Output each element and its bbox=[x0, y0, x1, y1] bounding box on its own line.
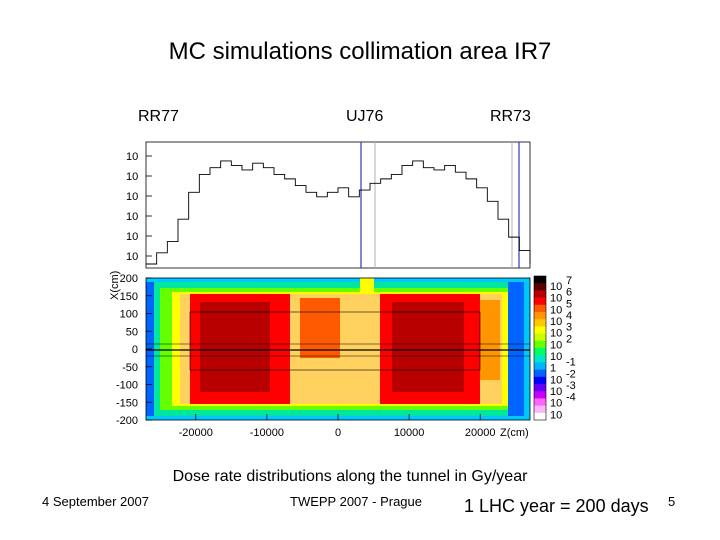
colorbar-label: 10 bbox=[550, 281, 562, 293]
colorbar-label-exponent: 3 bbox=[566, 322, 572, 334]
colorbar-label: 1 bbox=[550, 363, 556, 375]
colorbar-swatch bbox=[534, 283, 546, 291]
colorbar-swatch bbox=[534, 333, 546, 342]
profile-ytick-label: 10 bbox=[126, 211, 138, 223]
colorbar-label: 10 bbox=[550, 409, 562, 421]
heatmap-xtick-label: 20000 bbox=[465, 427, 496, 439]
colorbar-label: 10 bbox=[550, 386, 562, 398]
colorbar-swatch bbox=[534, 348, 546, 356]
colorbar-label-exponent: -4 bbox=[566, 392, 576, 404]
heatmap-top-notch bbox=[360, 278, 374, 294]
colorbar-swatch bbox=[534, 326, 546, 334]
heatmap-ytick-label: 50 bbox=[126, 326, 138, 338]
heatmap-ytick-label: 0 bbox=[132, 344, 138, 356]
footer-page-number: 5 bbox=[668, 494, 676, 509]
region-label-rr73: RR73 bbox=[490, 108, 531, 125]
colorbar-label-exponent: -1 bbox=[566, 357, 576, 369]
colorbar-swatch bbox=[534, 340, 546, 349]
heatmap-cells bbox=[146, 278, 530, 420]
colorbar-label-exponent: 6 bbox=[566, 287, 572, 299]
colorbar-frame bbox=[533, 275, 547, 421]
heatmap-xtick-label: 0 bbox=[335, 427, 341, 439]
colorbar-label-exponent: 5 bbox=[566, 298, 572, 310]
heatmap-xlabel: Z(cm) bbox=[500, 427, 529, 439]
heatmap-core-right bbox=[392, 302, 464, 392]
heatmap-ytick-label: 100 bbox=[120, 309, 138, 321]
region-label-rr77: RR77 bbox=[138, 108, 179, 125]
colorbar-label: 10 bbox=[550, 328, 562, 340]
colorbar-swatch bbox=[534, 362, 546, 370]
footer-date: 4 September 2007 bbox=[42, 494, 149, 509]
profile-ytick-label: 10 bbox=[126, 151, 138, 163]
heatmap-xtick-label: 10000 bbox=[394, 427, 425, 439]
colorbar-label-exponent: -2 bbox=[566, 368, 576, 380]
colorbar-swatch bbox=[534, 319, 546, 327]
colorbar-swatch bbox=[534, 312, 546, 320]
heatmap-ytick-label: -150 bbox=[116, 397, 138, 409]
colorbar-label: 10 bbox=[550, 398, 562, 410]
heatmap-cold-right bbox=[508, 282, 524, 416]
profile-ytick-label: 10 bbox=[126, 251, 138, 263]
profile-ytick-label: 10 bbox=[126, 171, 138, 183]
heatmap-ytick-label: -200 bbox=[116, 415, 138, 427]
colorbar-swatch bbox=[534, 405, 546, 414]
heatmap-ytick-label: -100 bbox=[116, 380, 138, 392]
colorbar-swatch bbox=[534, 297, 546, 306]
figure-caption: Dose rate distributions along the tunnel… bbox=[172, 468, 528, 485]
profile-series-line bbox=[146, 160, 531, 265]
heatmap-xtick-label: -20000 bbox=[179, 427, 213, 439]
colorbar-swatch bbox=[534, 355, 546, 363]
colorbar-label-exponent: -3 bbox=[566, 380, 576, 392]
colorbar-label: 10 bbox=[550, 304, 562, 316]
colorbar-label: 10 bbox=[550, 293, 562, 305]
colorbar-label: 10 bbox=[550, 351, 562, 363]
profile-ytick-label: 10 bbox=[126, 191, 138, 203]
colorbar-swatch bbox=[534, 276, 546, 284]
colorbar-label-exponent: 7 bbox=[566, 275, 572, 287]
heatmap-xtick-label: -10000 bbox=[250, 427, 284, 439]
colorbar-swatch bbox=[534, 290, 546, 298]
colorbar-label: 10 bbox=[550, 374, 562, 386]
heatmap-warm-right bbox=[480, 300, 500, 380]
heatmap-core-left bbox=[200, 302, 270, 392]
colorbar-swatch bbox=[534, 384, 546, 392]
colorbar-swatch bbox=[534, 304, 546, 313]
colorbar-swatch bbox=[534, 398, 546, 406]
profile-ytick-label: 10 bbox=[126, 231, 138, 243]
colorbar-swatch bbox=[534, 391, 546, 399]
colorbar-label-exponent: 4 bbox=[566, 310, 572, 322]
heatmap-warm-center bbox=[300, 298, 340, 358]
colorbar-label: 10 bbox=[550, 339, 562, 351]
heatmap-ytick-label: 200 bbox=[120, 273, 138, 285]
footer-note: 1 LHC year = 200 days bbox=[464, 496, 649, 516]
heatmap-ytick-label: 150 bbox=[120, 291, 138, 303]
colorbar-label: 10 bbox=[550, 316, 562, 328]
colorbar-label-exponent: 2 bbox=[566, 333, 572, 345]
region-label-uj76: UJ76 bbox=[346, 108, 384, 125]
footer-conference: TWEPP 2007 - Prague bbox=[290, 494, 422, 509]
profile-plot: 10 10 10 10 10 10 bbox=[126, 141, 531, 269]
heatmap-ylabel: X(cm) bbox=[109, 271, 121, 300]
heatmap-ytick-label: -50 bbox=[122, 362, 138, 374]
profile-plot-frame bbox=[145, 141, 531, 269]
colorbar-swatch bbox=[534, 412, 546, 421]
colorbar-swatch bbox=[534, 369, 546, 378]
colorbar-swatch bbox=[534, 376, 546, 385]
heatmap-plot: 200 150 100 50 0 -50 -100 -150 -200 -20000 -10000 0… bbox=[109, 271, 576, 439]
tunnel-outline bbox=[189, 311, 481, 371]
slide-title: MC simulations collimation area IR7 bbox=[168, 38, 552, 65]
